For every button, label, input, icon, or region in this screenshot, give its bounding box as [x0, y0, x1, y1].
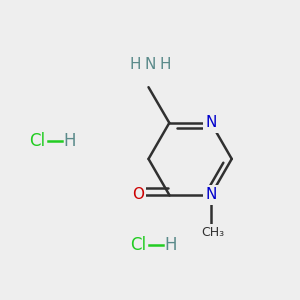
- Text: Cl: Cl: [29, 132, 45, 150]
- Text: Cl: Cl: [130, 236, 146, 254]
- Text: CH₃: CH₃: [201, 226, 224, 238]
- Text: O: O: [132, 188, 144, 202]
- Text: N: N: [144, 57, 156, 72]
- Text: H: H: [159, 57, 171, 72]
- Text: H: H: [129, 57, 141, 72]
- Text: H: H: [164, 236, 176, 254]
- Text: N: N: [205, 116, 217, 130]
- Text: N: N: [205, 188, 217, 202]
- Text: H: H: [63, 132, 75, 150]
